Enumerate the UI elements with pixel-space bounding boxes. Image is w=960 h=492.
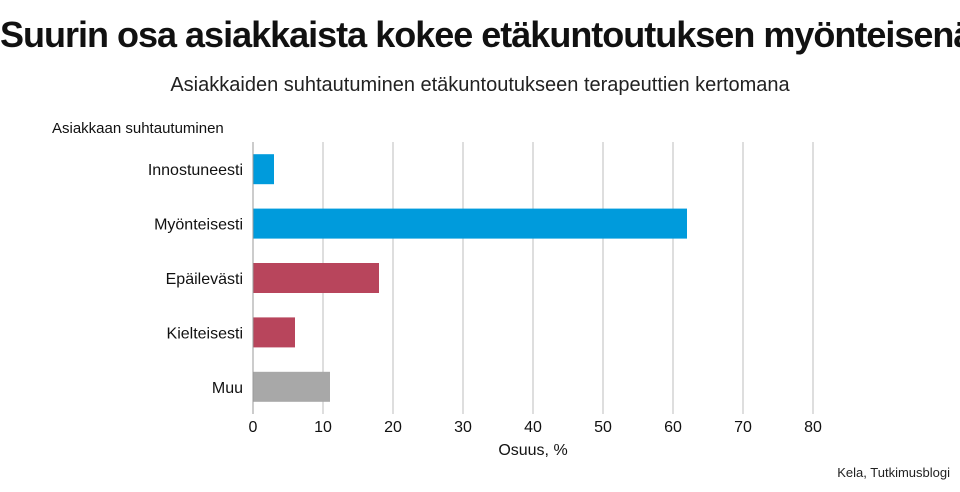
x-axis-title: Osuus, % bbox=[498, 442, 567, 459]
source-label: Kela, Tutkimusblogi bbox=[837, 465, 950, 480]
y-axis-title: Asiakkaan suhtautuminen bbox=[52, 120, 224, 137]
x-tick-label: 50 bbox=[594, 419, 612, 436]
category-label: Epäilevästi bbox=[166, 271, 243, 288]
x-tick-label: 40 bbox=[524, 419, 542, 436]
x-tick-label: 30 bbox=[454, 419, 472, 436]
bar bbox=[253, 371, 330, 402]
chart-title: Suurin osa asiakkaista kokee etäkuntoutu… bbox=[0, 14, 960, 55]
bar bbox=[253, 317, 295, 348]
category-label: Myönteisesti bbox=[154, 217, 243, 234]
x-tick-label: 0 bbox=[249, 419, 258, 436]
x-tick-label: 20 bbox=[384, 419, 402, 436]
bar bbox=[253, 154, 274, 185]
bar bbox=[253, 208, 687, 239]
x-tick-label: 10 bbox=[314, 419, 332, 436]
x-tick-label: 80 bbox=[804, 419, 822, 436]
x-tick-label: 70 bbox=[734, 419, 752, 436]
category-label: Innostuneesti bbox=[148, 162, 243, 179]
chart-subtitle: Asiakkaiden suhtautuminen etäkuntoutukse… bbox=[170, 74, 790, 96]
category-label: Muu bbox=[212, 380, 243, 397]
x-tick-label: 60 bbox=[664, 419, 682, 436]
category-label: Kielteisesti bbox=[167, 325, 243, 342]
bar bbox=[253, 263, 379, 293]
